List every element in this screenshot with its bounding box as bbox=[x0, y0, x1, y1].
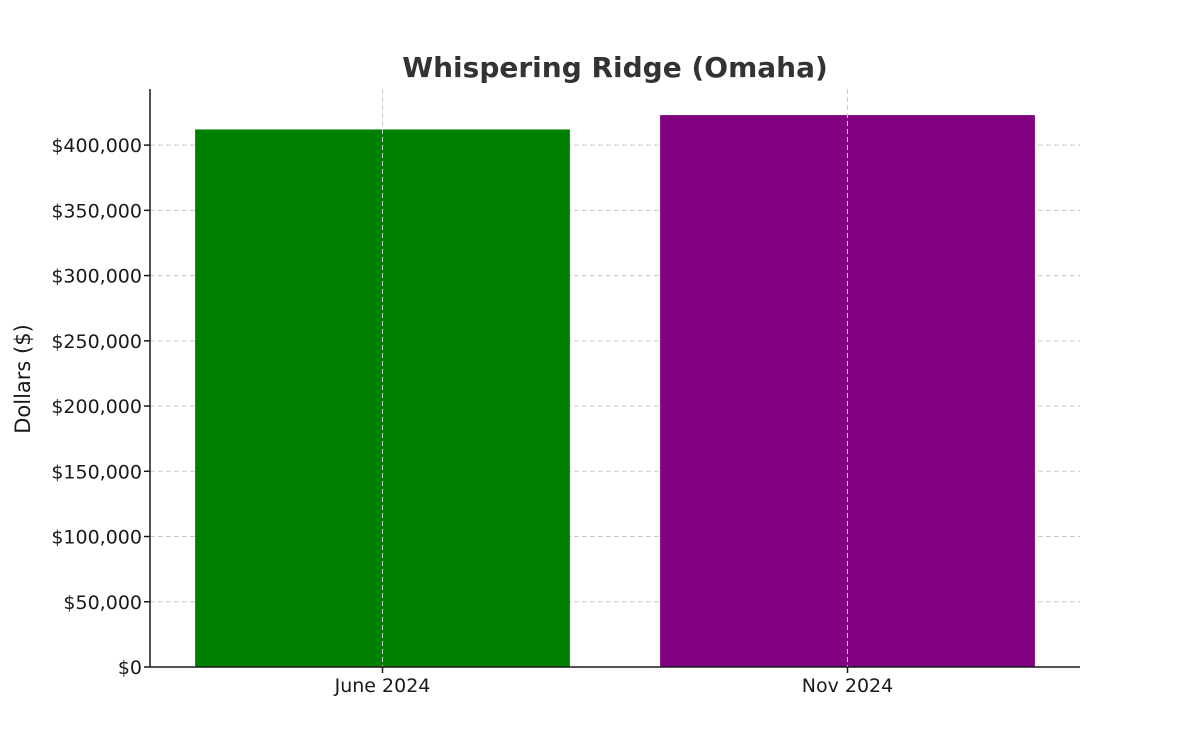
y-tick-label: $100,000 bbox=[51, 527, 142, 549]
x-tick-label: Nov 2024 bbox=[802, 675, 893, 697]
y-tick-label: $250,000 bbox=[51, 331, 142, 353]
bars bbox=[195, 115, 1035, 668]
y-tick-label: $350,000 bbox=[51, 200, 142, 222]
y-axis-label: Dollars ($) bbox=[11, 324, 35, 434]
chart-title: Whispering Ridge (Omaha) bbox=[402, 51, 828, 84]
axes bbox=[144, 89, 1080, 673]
y-tick-label: $200,000 bbox=[51, 396, 142, 418]
x-tick-label: June 2024 bbox=[334, 675, 431, 697]
y-tick-label: $50,000 bbox=[63, 592, 142, 614]
y-tick-label: $150,000 bbox=[51, 461, 142, 483]
y-tick-label: $0 bbox=[118, 657, 142, 679]
y-tick-label: $400,000 bbox=[51, 135, 142, 157]
vertical-grid-lines bbox=[382, 89, 848, 667]
y-tick-label: $300,000 bbox=[51, 266, 142, 288]
tick-labels: $0 $50,000 $100,000 $150,000 $200,000 $250,00… bbox=[51, 135, 893, 697]
bar-nov-2024 bbox=[660, 115, 1035, 668]
